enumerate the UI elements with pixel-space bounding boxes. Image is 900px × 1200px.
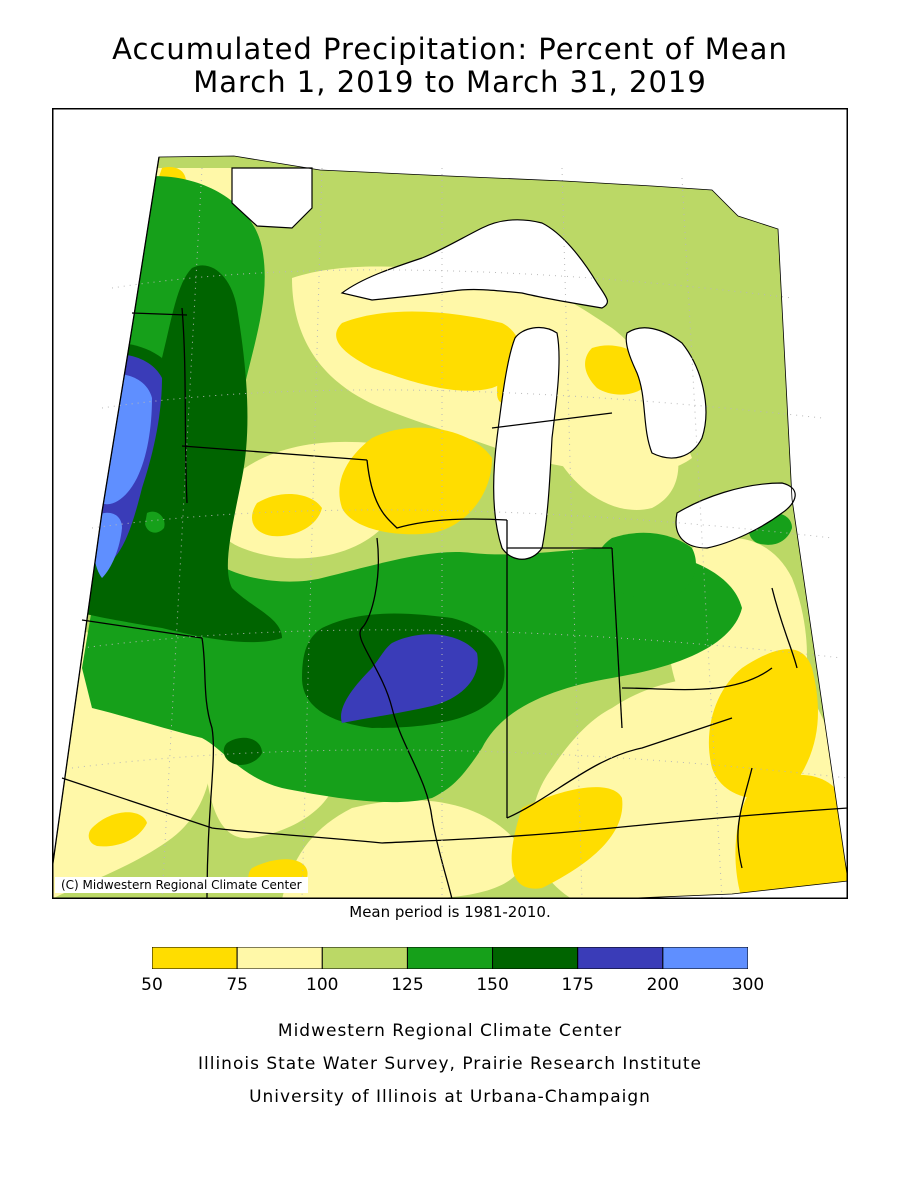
pct-50-75-east-kentucky	[735, 774, 848, 899]
pct-175-200-illinois	[341, 634, 478, 723]
map-border	[52, 108, 848, 899]
pct-125-150-main	[82, 176, 742, 803]
legend-swatch	[406, 947, 494, 969]
credit-line-2: Illinois State Water Survey, Prairie Res…	[198, 1054, 702, 1074]
pct-150-175-west	[82, 265, 282, 643]
pct-50-75-west-virginia	[708, 649, 818, 799]
legend-swatch	[577, 947, 664, 969]
lat-lon-grid	[71, 167, 848, 899]
mean-period-note: Mean period is 1981-2010.	[349, 903, 551, 921]
legend-swatch	[492, 947, 579, 969]
lake-of-the-woods	[231, 167, 313, 229]
lake-erie	[675, 482, 796, 549]
legend-tick-label: 75	[226, 975, 248, 995]
credit-line-1: Midwestern Regional Climate Center	[277, 1021, 623, 1041]
legend-tick-label: 200	[646, 975, 680, 995]
credit-line-3: University of Illinois at Urbana-Champai…	[249, 1087, 651, 1107]
legend-tick-label: 50	[141, 975, 163, 995]
legend-tick-label: 175	[561, 975, 594, 995]
domain-outline	[52, 155, 848, 899]
lake-superior	[340, 219, 609, 309]
legend-swatch	[236, 947, 323, 969]
legend-swatch	[152, 947, 238, 969]
legend-swatch	[321, 947, 408, 969]
legend-tick-label: 125	[391, 975, 424, 995]
precipitation-map	[52, 108, 848, 899]
map-title: Accumulated Precipitation: Percent of Me…	[112, 32, 788, 66]
great-lakes	[231, 167, 796, 560]
lake-huron	[625, 327, 707, 459]
legend-tick-label: 300	[731, 975, 765, 995]
legend-tick-labels: 50 75 100 125 150 175 200 300	[0, 975, 900, 997]
pct-50-75-southern-wisconsin	[339, 427, 492, 535]
pct-50-75-west-kentucky	[511, 787, 623, 889]
color-legend	[152, 947, 748, 969]
pct-50-75-north-wisconsin	[336, 311, 521, 391]
copyright-label: (C) Midwestern Regional Climate Center	[55, 877, 308, 893]
legend-tick-label: 100	[306, 975, 339, 995]
legend-swatch	[662, 947, 748, 969]
map-date-range: March 1, 2019 to March 31, 2019	[193, 65, 707, 99]
legend-tick-label: 150	[476, 975, 509, 995]
